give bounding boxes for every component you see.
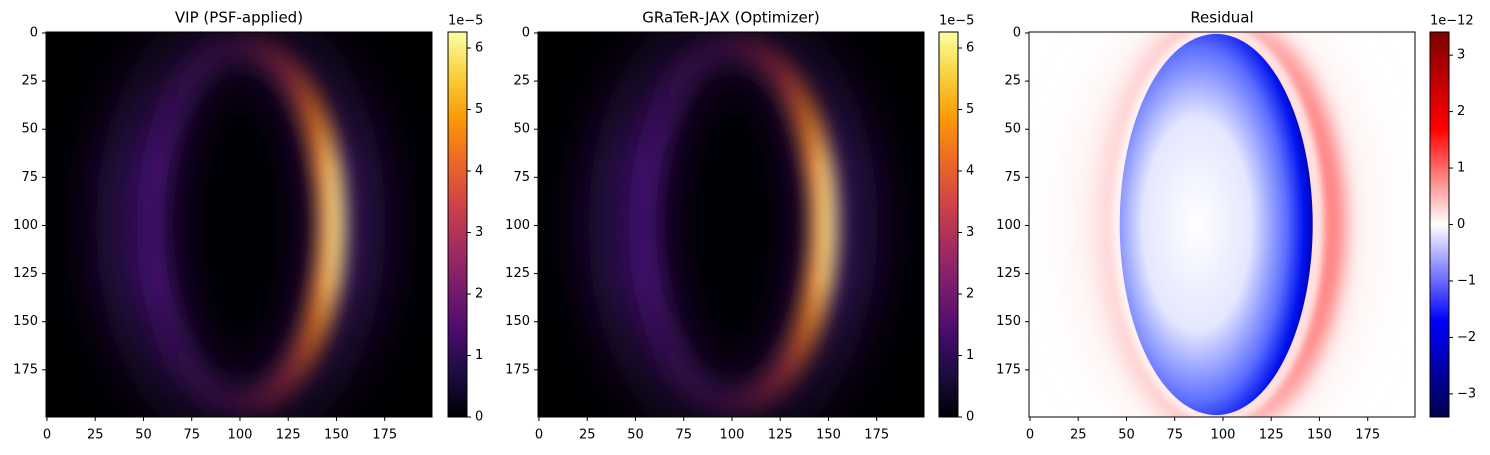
- axes-title: Residual: [1190, 9, 1253, 27]
- white-ring: [1114, 32, 1322, 417]
- colorbar-tick-label: 3: [966, 225, 974, 240]
- colorbar-tick-label: 4: [475, 163, 483, 178]
- y-tick-label: 0: [1013, 25, 1021, 40]
- x-tick-label: 100: [1211, 428, 1236, 443]
- colorbar-tick-label: 1: [475, 348, 483, 363]
- red-ring: [1096, 32, 1344, 417]
- heatmap-image: [538, 32, 924, 417]
- colorbar-tick-label: 5: [966, 102, 974, 117]
- y-tick-label: 175: [505, 362, 530, 377]
- y-tick-label: 25: [1004, 74, 1021, 89]
- y-tick-label: 0: [30, 25, 38, 40]
- colorbar-tick-label: 2: [966, 286, 974, 301]
- heatmap-image: [1029, 32, 1415, 417]
- colorbar-tick-label: −2: [1457, 330, 1476, 345]
- x-tick-label: 50: [1118, 428, 1135, 443]
- y-tick-label: 150: [505, 314, 530, 329]
- x-tick-label: 150: [324, 428, 349, 443]
- colorbar-tick-label: 2: [1457, 104, 1465, 119]
- y-tick-label: 75: [21, 170, 38, 185]
- x-tick-label: 150: [1307, 428, 1332, 443]
- axes-title: VIP (PSF-applied): [175, 9, 303, 27]
- x-tick-label: 150: [816, 428, 841, 443]
- x-tick-label: 0: [535, 428, 543, 443]
- y-tick-label: 100: [13, 218, 38, 233]
- y-tick-label: 25: [513, 74, 530, 89]
- x-tick-label: 25: [87, 428, 104, 443]
- colorbar-tick-label: 1: [1457, 161, 1465, 176]
- fade: [538, 32, 924, 417]
- y-tick-label: 50: [513, 122, 530, 137]
- axes-title: GRaTeR-JAX (Optimizer): [642, 9, 819, 27]
- x-tick-label: 175: [864, 428, 889, 443]
- x-tick-label: 50: [627, 428, 644, 443]
- x-tick-label: 0: [1026, 428, 1034, 443]
- colorbar-tick-label: 5: [475, 102, 483, 117]
- colorbar-tick-label: 0: [966, 410, 974, 425]
- y-tick-label: 0: [522, 25, 530, 40]
- axes-frame: [1028, 31, 1416, 418]
- x-tick-label: 100: [720, 428, 745, 443]
- x-tick-label: 25: [1070, 428, 1087, 443]
- y-tick-label: 125: [996, 266, 1021, 281]
- colorbar: [1429, 31, 1450, 418]
- y-tick-label: 150: [996, 314, 1021, 329]
- y-tick-label: 100: [505, 218, 530, 233]
- x-tick-label: 75: [675, 428, 692, 443]
- blue-core: [1119, 33, 1313, 416]
- colorbar-offset-label: 1e−5: [939, 14, 974, 29]
- x-tick-label: 75: [1166, 428, 1183, 443]
- y-tick-label: 175: [996, 362, 1021, 377]
- colorbar-tick-label: 2: [475, 286, 483, 301]
- y-tick-label: 50: [1004, 122, 1021, 137]
- y-tick-label: 125: [505, 266, 530, 281]
- y-tick-label: 125: [13, 266, 38, 281]
- y-tick-label: 25: [21, 74, 38, 89]
- heatmap-image: [46, 32, 432, 417]
- colorbar: [938, 31, 959, 418]
- x-tick-label: 75: [183, 428, 200, 443]
- y-tick-label: 100: [996, 218, 1021, 233]
- colorbar-tick-label: 0: [1457, 217, 1465, 232]
- x-tick-label: 25: [579, 428, 596, 443]
- x-tick-label: 100: [228, 428, 253, 443]
- colorbar-tick-label: 6: [966, 40, 974, 55]
- axes-frame: [45, 31, 433, 418]
- x-tick-label: 125: [768, 428, 793, 443]
- colorbar-offset-label: 1e−5: [448, 14, 483, 29]
- x-tick-label: 175: [1355, 428, 1380, 443]
- colorbar-tick-label: 4: [966, 163, 974, 178]
- colorbar-tick-label: 0: [475, 410, 483, 425]
- colorbar: [447, 31, 468, 418]
- colorbar-tick-label: −1: [1457, 273, 1476, 288]
- y-tick-label: 50: [21, 122, 38, 137]
- y-tick-label: 150: [13, 314, 38, 329]
- colorbar-tick-label: 3: [475, 225, 483, 240]
- y-tick-label: 75: [513, 170, 530, 185]
- y-tick-label: 175: [13, 362, 38, 377]
- colorbar-tick-label: 3: [1457, 48, 1465, 63]
- colorbar-tick-label: 6: [475, 40, 483, 55]
- fade: [46, 32, 432, 417]
- x-tick-label: 50: [135, 428, 152, 443]
- y-tick-label: 75: [1004, 170, 1021, 185]
- colorbar-offset-label: 1e−12: [1430, 14, 1474, 29]
- colorbar-tick-label: −3: [1457, 386, 1476, 401]
- x-tick-label: 175: [372, 428, 397, 443]
- x-tick-label: 125: [1259, 428, 1284, 443]
- x-tick-label: 0: [43, 428, 51, 443]
- colorbar-tick-label: 1: [966, 348, 974, 363]
- axes-frame: [537, 31, 925, 418]
- x-tick-label: 125: [276, 428, 301, 443]
